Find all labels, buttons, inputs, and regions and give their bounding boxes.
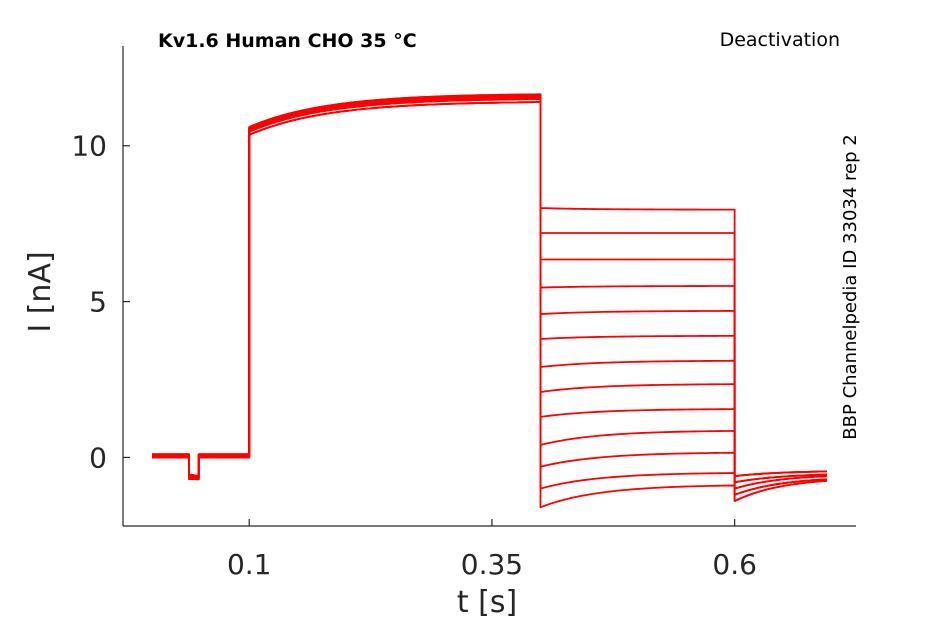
current-trace-sweep — [152, 98, 827, 484]
current-trace-sweep — [152, 101, 827, 479]
x-tick-label: 0.6 — [712, 548, 757, 581]
y-tick-label: 0 — [89, 441, 107, 474]
y-tick-label: 10 — [71, 130, 107, 163]
channelpedia-id-label: BBP Channelpedia ID 33034 rep 2 — [840, 134, 861, 439]
protocol-label: Deactivation — [720, 29, 840, 51]
current-trace-sweep — [152, 94, 827, 496]
current-trace-sweep — [152, 98, 827, 484]
y-axis-label: I [nA] — [23, 251, 58, 332]
current-traces — [152, 93, 827, 509]
chart-title: Kv1.6 Human CHO 35 °C — [158, 30, 417, 52]
current-trace-sweep — [152, 96, 827, 490]
y-tick-label: 5 — [89, 286, 107, 319]
current-trace-sweep — [152, 93, 827, 502]
current-trace-sweep — [152, 94, 827, 496]
x-ticks: 0.1 0.35 0.6 — [227, 519, 757, 581]
x-tick-label: 0.35 — [461, 548, 523, 581]
y-ticks: 0 5 10 — [71, 130, 130, 474]
x-tick-label: 0.1 — [227, 548, 272, 581]
x-axis-label: t [s] — [457, 585, 517, 620]
current-trace-sweep — [152, 101, 827, 478]
current-trace-sweep — [152, 101, 827, 481]
current-trace-sweep — [152, 96, 827, 490]
current-trace-sweep — [152, 93, 827, 509]
current-trace-sweep — [152, 94, 827, 496]
current-trace-sweep — [152, 98, 827, 484]
